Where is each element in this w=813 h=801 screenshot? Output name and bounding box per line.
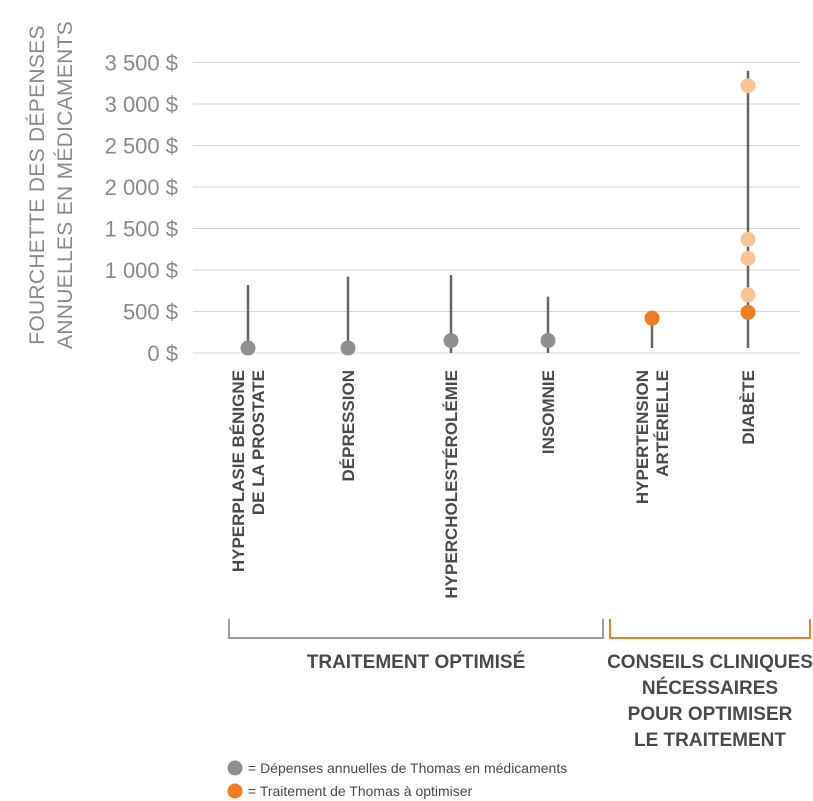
plot-area <box>240 70 756 356</box>
data-point-optimise <box>540 333 556 349</box>
y-tick-label: 0 $ <box>147 341 178 366</box>
y-axis-ticks: 0 $ 500 $ 1 000 $ 1 500 $ 2 000 $ 2 500 $ 3 00… <box>105 51 178 367</box>
legend-marker <box>227 760 243 776</box>
category-depression <box>340 276 356 356</box>
y-tick-label: 500 $ <box>123 300 178 325</box>
category-hbp <box>240 284 256 356</box>
group-label: NÉCESSAIRES <box>642 677 778 699</box>
x-category-label: DÉPRESSION <box>339 370 358 481</box>
category-hypertension <box>644 310 660 349</box>
group-1: TRAITEMENT OPTIMISÉ <box>228 619 604 673</box>
y-tick-label: 2 000 $ <box>105 175 178 200</box>
group-label: CONSEILS CLINIQUES <box>607 652 813 673</box>
group-bracket <box>609 619 811 639</box>
x-axis-labels: HYPERPLASIE BÉNIGNE DE LA PROSTATE DÉPRESS… <box>229 370 758 599</box>
category-insomnie <box>540 296 556 353</box>
group-label: LE TRAITEMENT <box>634 730 786 751</box>
legend-label: = Dépenses annuelles de Thomas en médica… <box>248 760 567 776</box>
data-point-possible <box>740 231 756 247</box>
data-point-optimise <box>443 333 459 349</box>
x-category-label: INSOMNIE <box>539 370 558 454</box>
y-tick-label: 1 000 $ <box>105 258 178 283</box>
grid <box>193 62 800 354</box>
category-diabete <box>740 70 756 349</box>
y-tick-label: 1 500 $ <box>105 217 178 242</box>
group-bracket <box>228 619 604 639</box>
group-2: CONSEILS CLINIQUES NÉCESSAIRES POUR OPTIMI… <box>607 619 813 751</box>
x-category-label: HYPERPLASIE BÉNIGNE <box>229 370 248 572</box>
x-category-label: DIABÈTE <box>739 370 758 445</box>
category-groups: TRAITEMENT OPTIMISÉ CONSEILS CLINIQUES NÉC… <box>228 619 813 751</box>
x-category-label: DE LA PROSTATE <box>249 370 268 515</box>
legend-label: = Traitement de Thomas à optimiser <box>248 783 473 799</box>
data-point-a_optimiser <box>644 310 660 326</box>
data-point-a_optimiser <box>740 304 756 320</box>
y-axis-title-line: FOURCHETTE DES DÉPENSES <box>26 25 49 345</box>
category-hypercholesterolemie <box>443 274 459 353</box>
y-tick-label: 3 500 $ <box>105 51 178 76</box>
data-point-optimise <box>340 340 356 356</box>
legend-marker <box>227 783 243 799</box>
data-point-possible <box>740 287 756 303</box>
x-category-label: HYPERTENSION <box>633 370 652 504</box>
data-point-possible <box>740 78 756 94</box>
y-axis-title-line: ANNUELLES EN MÉDICAMENTS <box>54 21 77 349</box>
legend: = Dépenses annuelles de Thomas en médica… <box>227 760 567 799</box>
y-tick-label: 2 500 $ <box>105 134 178 159</box>
data-point-optimise <box>240 340 256 356</box>
group-label: POUR OPTIMISER <box>628 704 793 725</box>
y-tick-label: 3 000 $ <box>105 92 178 117</box>
x-category-label: HYPERCHOLESTÉROLÉMIE <box>442 370 461 599</box>
group-label: TRAITEMENT OPTIMISÉ <box>307 651 526 673</box>
y-axis-label: FOURCHETTE DES DÉPENSES ANNUELLES EN MÉDI… <box>26 21 77 349</box>
x-category-label: ARTÉRIELLE <box>653 370 672 477</box>
data-point-possible <box>740 250 756 266</box>
